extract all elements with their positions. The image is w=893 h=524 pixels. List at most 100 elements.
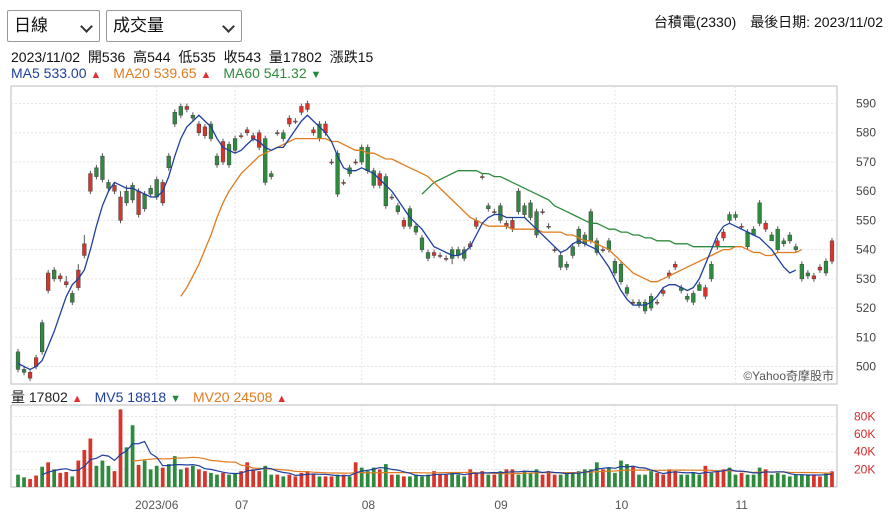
candle-body bbox=[353, 161, 358, 164]
candle-body bbox=[269, 173, 274, 177]
volume-tick-label: 60K bbox=[854, 427, 875, 441]
candle-body bbox=[528, 202, 533, 218]
volume-tick-label: 40K bbox=[854, 445, 875, 459]
vol-legend-label: MV5 18818 bbox=[94, 389, 171, 405]
volume-bar bbox=[420, 476, 424, 487]
volume-bar bbox=[751, 474, 756, 487]
volume-bar bbox=[793, 474, 798, 487]
candle-body bbox=[498, 205, 503, 221]
volume-bar bbox=[522, 471, 527, 487]
candle-body bbox=[178, 106, 183, 116]
triangle-down-icon: ▼ bbox=[170, 393, 181, 405]
volume-bar bbox=[142, 460, 147, 487]
volume-bar bbox=[106, 465, 111, 487]
price-tick-label: 590 bbox=[856, 97, 876, 111]
candle-body bbox=[425, 252, 431, 259]
volume-bar bbox=[130, 425, 135, 487]
candle-body bbox=[299, 106, 304, 113]
volume-bar bbox=[769, 474, 774, 487]
candle-body bbox=[275, 132, 280, 134]
period-select[interactable]: 日線 bbox=[7, 10, 100, 42]
candle-body bbox=[281, 132, 286, 139]
volume-bar bbox=[383, 464, 388, 487]
volume-bar bbox=[227, 474, 231, 487]
volume-bar bbox=[432, 471, 436, 487]
volume-bar bbox=[245, 462, 250, 487]
candle-body bbox=[437, 255, 443, 257]
ma-legend-label: MA60 541.32 bbox=[223, 65, 311, 81]
mv5-line bbox=[41, 440, 833, 477]
candle-body bbox=[136, 190, 141, 215]
volume-bar bbox=[281, 476, 286, 487]
indicator-select[interactable]: 成交量 bbox=[106, 10, 242, 42]
period-select-value: 日線 bbox=[14, 16, 48, 35]
x-tick-label: 08 bbox=[362, 498, 376, 512]
volume-bar bbox=[178, 469, 183, 487]
triangle-up-icon: ▲ bbox=[200, 69, 212, 81]
volume-bar bbox=[763, 469, 768, 487]
volume-bar bbox=[474, 472, 479, 487]
triangle-up-icon: ▲ bbox=[276, 393, 288, 405]
candle-body bbox=[727, 214, 732, 221]
volume-bar bbox=[257, 471, 262, 487]
volume-bar bbox=[172, 456, 177, 487]
candle-body bbox=[329, 161, 334, 164]
price-tick-label: 550 bbox=[856, 213, 876, 227]
candle-body bbox=[522, 205, 527, 215]
volume-bar bbox=[426, 474, 430, 487]
candle-body bbox=[335, 152, 340, 195]
volume-bar bbox=[450, 472, 455, 487]
volume-bar bbox=[335, 474, 340, 487]
x-tick-label: 07 bbox=[235, 498, 249, 512]
volume-bar bbox=[22, 477, 26, 487]
ohlc-change: 漲跌15 bbox=[329, 49, 374, 65]
candle-body bbox=[745, 231, 750, 247]
ohlc-summary: 2023/11/02 開536 高544 低535 收543 量17802 漲跌… bbox=[11, 47, 377, 67]
candle-body bbox=[534, 211, 539, 236]
volume-bar bbox=[371, 467, 376, 487]
candle-body bbox=[413, 225, 419, 233]
candle-body bbox=[733, 214, 738, 218]
volume-bar bbox=[293, 476, 298, 487]
candle-body bbox=[371, 170, 376, 186]
candle-body bbox=[817, 266, 823, 271]
volume-bar bbox=[160, 467, 165, 487]
volume-bar bbox=[64, 472, 69, 487]
candle-body bbox=[58, 275, 63, 280]
candle-body bbox=[311, 129, 316, 133]
volume-bar bbox=[468, 469, 473, 487]
triangle-up-icon: ▲ bbox=[71, 393, 83, 405]
candle-body bbox=[486, 205, 491, 209]
volume-bar bbox=[100, 460, 105, 487]
candle-body bbox=[564, 263, 569, 268]
candle-body bbox=[21, 369, 27, 373]
vol-legend-label: MV20 24508 bbox=[193, 389, 277, 405]
volume-bar bbox=[389, 474, 394, 487]
volume-bar bbox=[691, 472, 696, 487]
ohlc-low: 低535 bbox=[178, 49, 216, 65]
candle-body bbox=[769, 234, 774, 242]
ohlc-volume: 量17802 bbox=[268, 49, 322, 65]
volume-bar bbox=[462, 476, 467, 487]
volume-bar bbox=[667, 469, 672, 487]
volume-bar bbox=[154, 465, 159, 487]
ma-legend: MA5 533.00 ▲ MA20 539.65 ▲ MA60 541.32 ▼ bbox=[11, 65, 333, 81]
candle-body bbox=[15, 351, 21, 370]
volume-bar bbox=[582, 469, 587, 487]
volume-bar bbox=[805, 474, 810, 487]
candle-body bbox=[552, 249, 557, 251]
candle-body bbox=[88, 173, 93, 192]
price-tick-label: 570 bbox=[856, 155, 876, 169]
volume-bar bbox=[190, 465, 195, 487]
volume-bar bbox=[124, 447, 129, 487]
candle-body bbox=[450, 249, 455, 259]
volume-bar bbox=[661, 474, 666, 487]
ma-legend-ma5: MA5 533.00 ▲ bbox=[11, 65, 101, 81]
ohlc-date: 2023/11/02 bbox=[11, 49, 81, 65]
vol-legend-量: 量 17802 ▲ bbox=[11, 389, 83, 405]
candle-body bbox=[245, 129, 250, 133]
candle-body bbox=[365, 147, 370, 171]
candle-body bbox=[172, 112, 177, 125]
candle-body bbox=[395, 205, 400, 212]
triangle-down-icon: ▼ bbox=[310, 69, 322, 81]
